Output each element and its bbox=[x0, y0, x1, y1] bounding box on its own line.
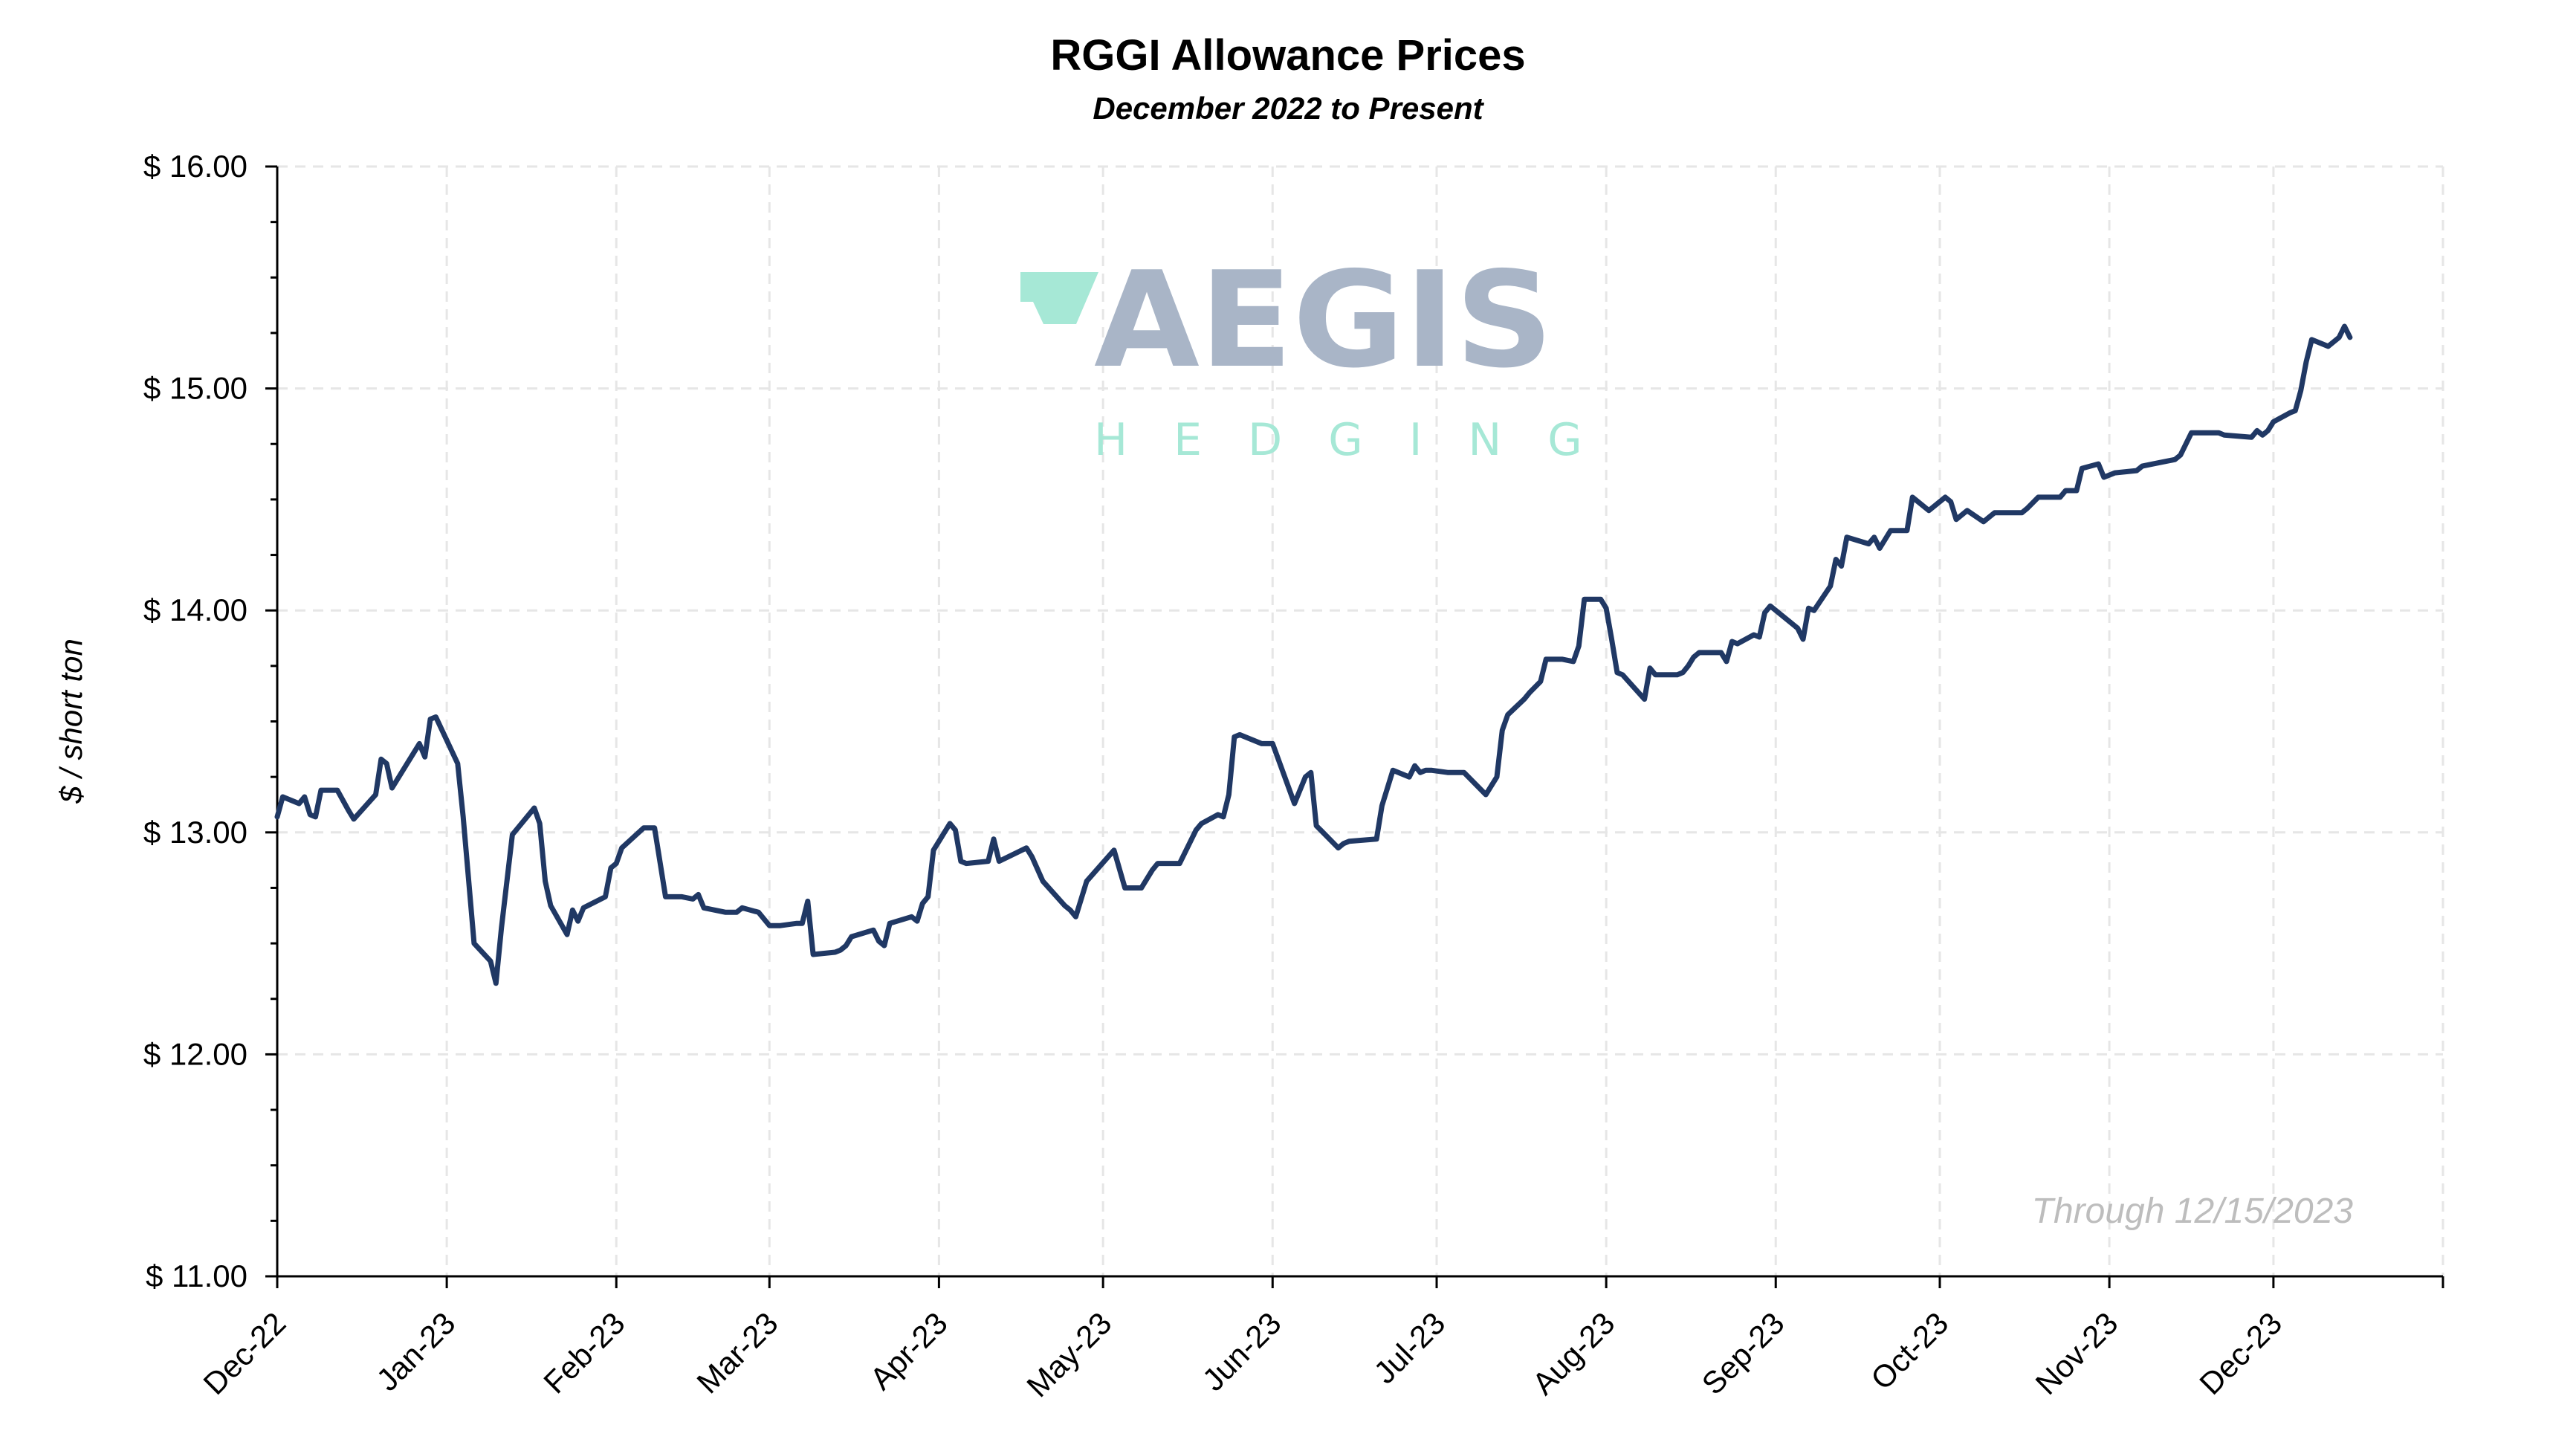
y-axis-label: $ / short ton bbox=[54, 639, 88, 804]
x-tick-label: Nov-23 bbox=[2029, 1305, 2125, 1401]
watermark-brand: AEGIS bbox=[1094, 243, 1553, 397]
y-tick-label: $ 12.00 bbox=[143, 1036, 247, 1071]
x-tick-label: Jan-23 bbox=[369, 1305, 462, 1397]
chart-title: RGGI Allowance Prices bbox=[1050, 31, 1525, 80]
y-tick-label: $ 13.00 bbox=[143, 815, 247, 850]
axes bbox=[265, 165, 2444, 1288]
x-tick-label: Feb-23 bbox=[537, 1305, 631, 1400]
watermark-tagline: HEDGING bbox=[1094, 414, 1628, 466]
x-tick-label: Dec-22 bbox=[196, 1305, 292, 1401]
x-tick-label: Aug-23 bbox=[1525, 1305, 1621, 1401]
x-tick-labels: Dec-22 Jan-23 Feb-23 Mar-23 Apr-23 May-23 Jun-… bbox=[196, 1305, 2288, 1403]
x-tick-label: Jun-23 bbox=[1196, 1305, 1288, 1397]
x-tick-label: Jul-23 bbox=[1367, 1305, 1452, 1390]
watermark-logo: AEGIS HEDGING bbox=[1020, 243, 1628, 466]
x-tick-label: May-23 bbox=[1020, 1305, 1118, 1403]
x-tick-label: Oct-23 bbox=[1864, 1305, 1955, 1396]
chart-subtitle: December 2022 to Present bbox=[1093, 91, 1484, 126]
y-tick-label: $ 11.00 bbox=[146, 1258, 247, 1293]
y-tick-labels: $ 11.00 $ 12.00 $ 13.00 $ 14.00 $ 15.00 $ 16.… bbox=[143, 149, 247, 1293]
y-tick-label: $ 16.00 bbox=[143, 149, 247, 184]
y-tick-label: $ 15.00 bbox=[143, 371, 247, 406]
logo-mark-icon bbox=[1020, 272, 1098, 324]
through-date-annotation: Through 12/15/2023 bbox=[2032, 1192, 2354, 1231]
x-tick-label: Mar-23 bbox=[690, 1305, 784, 1400]
grid bbox=[277, 165, 2444, 1276]
x-tick-label: Apr-23 bbox=[863, 1305, 954, 1396]
series-line-price bbox=[274, 323, 2353, 986]
y-tick-label: $ 14.00 bbox=[143, 592, 247, 627]
x-tick-label: Sep-23 bbox=[1695, 1305, 1791, 1401]
x-tick-label: Dec-23 bbox=[2192, 1305, 2288, 1401]
